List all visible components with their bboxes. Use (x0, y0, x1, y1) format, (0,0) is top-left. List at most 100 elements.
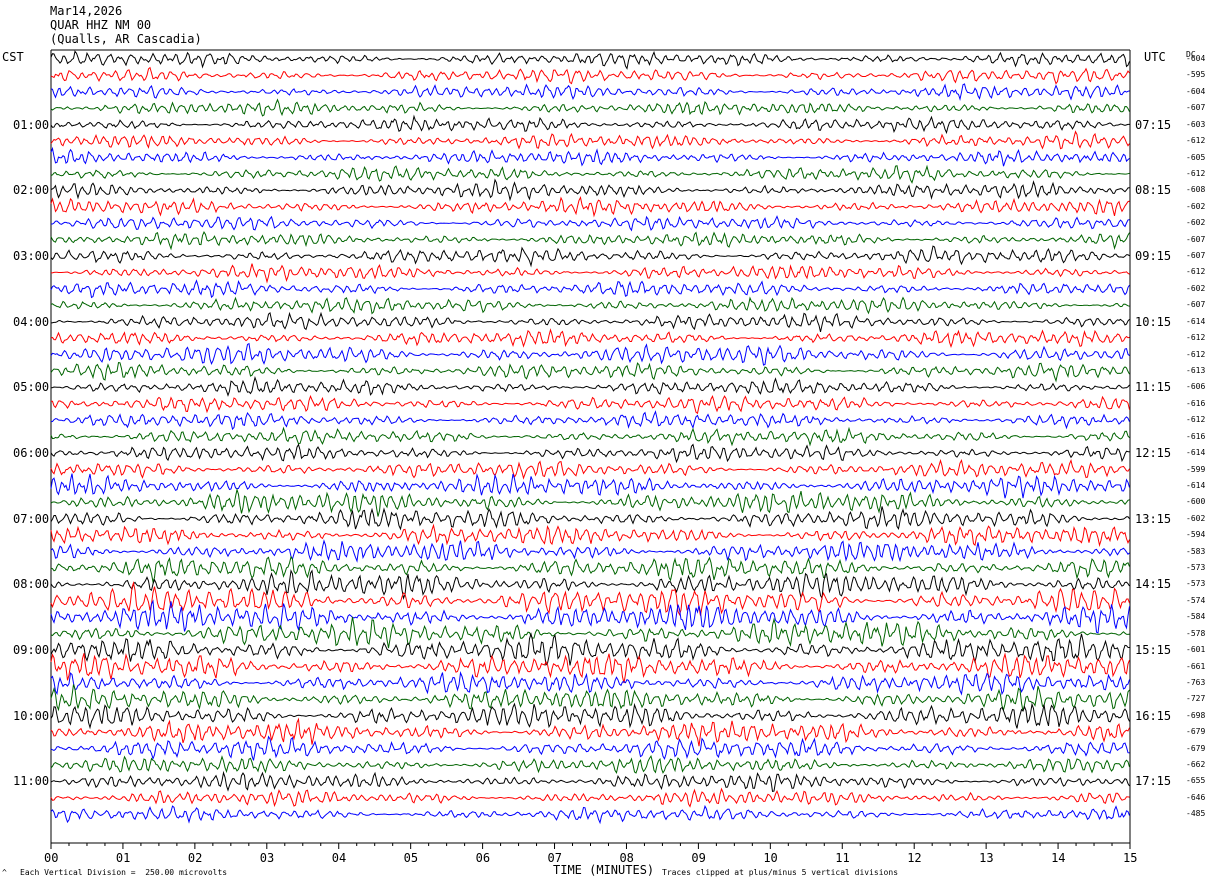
dc-offset-label: -574 (1186, 595, 1206, 605)
right-hour-label: 16:15 (1135, 708, 1172, 723)
seismic-trace-33 (50, 569, 1130, 600)
seismic-trace-14 (50, 263, 1130, 284)
dc-offset-label: -603 (1186, 119, 1206, 129)
dc-offset-label: -607 (1186, 103, 1206, 113)
seismic-trace-22 (51, 394, 1130, 415)
dc-offset-label: -584 (1186, 612, 1206, 622)
dc-offset-label: -679 (1186, 743, 1206, 753)
right-timezone: UTC (1144, 50, 1166, 64)
seismic-trace-35 (50, 599, 1130, 634)
seismic-trace-2 (50, 66, 1130, 85)
seismic-trace-45 (50, 770, 1130, 792)
dc-offset-label: -606 (1186, 382, 1206, 392)
seismic-trace-5 (50, 114, 1130, 135)
dc-offset-label: -595 (1186, 70, 1206, 80)
seismic-trace-40 (50, 684, 1130, 712)
dc-offset-label: -616 (1186, 398, 1206, 408)
dc-offset-label: -679 (1186, 727, 1206, 737)
seismic-trace-32 (50, 555, 1130, 584)
right-hour-label: 13:15 (1135, 511, 1172, 526)
dc-offset-label: -614 (1186, 316, 1206, 326)
right-hour-label: 07:15 (1135, 117, 1172, 132)
right-hour-label: 17:15 (1135, 774, 1172, 789)
seismic-trace-11 (51, 215, 1130, 232)
x-tick-label: 13 (979, 851, 994, 865)
seismic-trace-1 (50, 50, 1130, 70)
x-axis-label: TIME (MINUTES) (553, 863, 655, 877)
seismic-trace-43 (50, 735, 1130, 761)
seismic-trace-20 (50, 362, 1130, 383)
left-hour-label: 10:00 (13, 708, 50, 723)
x-tick-label: 04 (331, 851, 347, 865)
seismic-trace-9 (50, 178, 1130, 202)
dc-offset-label: -662 (1186, 760, 1206, 770)
dc-offset-label: -485 (1186, 809, 1206, 819)
right-hour-label: 12:15 (1135, 446, 1172, 461)
seismic-trace-46 (50, 787, 1130, 808)
seismic-trace-38 (50, 652, 1130, 684)
left-timezone: CST (2, 50, 24, 64)
x-tick-label: 08 (619, 851, 634, 865)
seismic-trace-19 (50, 342, 1130, 366)
left-hour-label: 05:00 (13, 380, 50, 395)
right-hour-label: 08:15 (1135, 183, 1172, 198)
dc-offset-label: -583 (1186, 546, 1206, 556)
left-hour-label: 02:00 (13, 183, 50, 198)
left-hour-label: 04:00 (13, 314, 50, 329)
seismic-trace-36 (50, 616, 1130, 649)
seismic-trace-7 (50, 146, 1130, 167)
dc-offset-label: -601 (1186, 645, 1206, 655)
dc-offset-label: -599 (1186, 464, 1206, 474)
right-hour-label: 10:15 (1135, 314, 1172, 329)
seismic-trace-16 (50, 296, 1130, 315)
seismic-trace-15 (50, 279, 1130, 299)
dc-offset-label: -763 (1186, 677, 1206, 687)
dc-offset-label: -573 (1186, 579, 1206, 589)
dc-offset-label: -727 (1186, 694, 1206, 704)
x-tick-label: 05 (403, 851, 419, 865)
dc-offset-label: -608 (1186, 185, 1206, 195)
dc-offset-label: -573 (1186, 563, 1206, 573)
left-hour-label: 09:00 (13, 643, 50, 658)
dc-offset-label: -604 (1186, 54, 1206, 63)
dc-offset-label: -578 (1186, 628, 1206, 638)
seismic-trace-37 (50, 632, 1130, 667)
seismic-trace-23 (50, 410, 1130, 431)
x-tick-label: 10 (763, 851, 778, 865)
seismic-trace-47 (50, 804, 1130, 825)
dc-offset-label: -602 (1186, 513, 1206, 523)
dc-offset-label: -613 (1186, 365, 1206, 375)
seismic-trace-13 (50, 245, 1130, 268)
seismic-trace-10 (50, 196, 1130, 218)
seismic-trace-3 (50, 83, 1130, 102)
x-tick-label: 12 (907, 851, 922, 865)
header-location: (Qualls, AR Cascadia) (50, 32, 202, 46)
seismic-trace-18 (50, 328, 1130, 349)
dc-offset-label: -600 (1186, 497, 1206, 507)
footer-corner: ^ (2, 868, 7, 877)
dc-offset-label: -594 (1186, 530, 1206, 540)
dc-offset-label: -612 (1186, 333, 1206, 343)
dc-offset-label: -612 (1186, 136, 1206, 146)
dc-offset-label: -614 (1186, 448, 1206, 458)
seismic-trace-21 (50, 376, 1130, 397)
seismic-trace-30 (50, 523, 1130, 548)
right-hour-label: 09:15 (1135, 249, 1172, 264)
dc-offset-label: -602 (1186, 283, 1206, 293)
seismic-trace-31 (50, 539, 1130, 563)
dc-offset-label: -614 (1186, 480, 1206, 490)
dc-offset-label: -661 (1186, 661, 1206, 671)
dc-offset-label: -612 (1186, 415, 1206, 425)
x-tick-label: 00 (44, 851, 59, 865)
right-hour-label: 15:15 (1135, 643, 1172, 658)
dc-offset-label: -646 (1186, 792, 1206, 802)
seismic-trace-8 (50, 164, 1130, 184)
header-date: Mar14,2026 (50, 4, 123, 18)
seismic-trace-41 (50, 702, 1130, 730)
dc-offset-label: -607 (1186, 251, 1206, 261)
dc-offset-label: -607 (1186, 300, 1206, 310)
seismic-trace-29 (50, 506, 1130, 531)
seismic-trace-17 (50, 311, 1130, 333)
x-tick-label: 07 (547, 851, 562, 865)
